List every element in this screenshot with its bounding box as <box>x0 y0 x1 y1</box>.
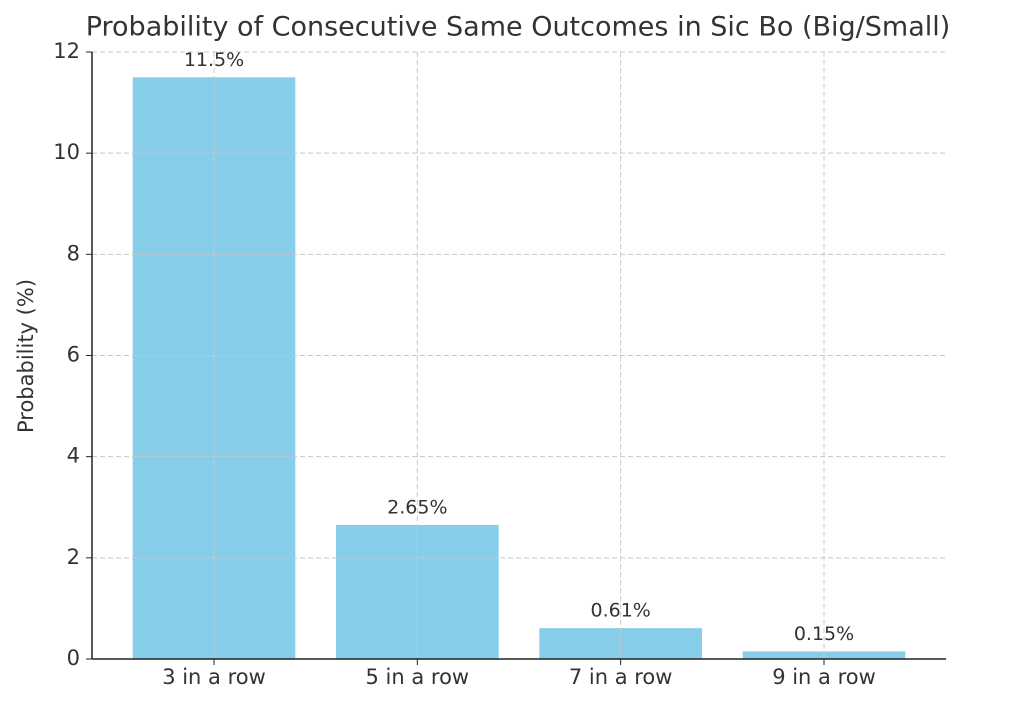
value-label: 0.61% <box>590 600 650 622</box>
x-tick-label: 5 in a row <box>366 665 470 689</box>
y-axis-label: Probability (%) <box>14 279 38 433</box>
x-tick-label: 9 in a row <box>772 665 876 689</box>
y-tick-label: 0 <box>67 646 80 670</box>
y-tick-label: 12 <box>53 39 80 63</box>
y-tick-label: 10 <box>53 140 80 164</box>
value-label: 2.65% <box>387 496 447 518</box>
y-tick-label: 4 <box>67 444 80 468</box>
y-tick-label: 6 <box>67 343 80 367</box>
value-label: 0.15% <box>794 623 854 645</box>
x-tick-label: 3 in a row <box>162 665 266 689</box>
value-label: 11.5% <box>184 49 244 71</box>
y-tick-label: 8 <box>67 241 80 265</box>
chart-title: Probability of Consecutive Same Outcomes… <box>86 12 951 43</box>
y-tick-label: 2 <box>67 545 80 569</box>
x-tick-label: 7 in a row <box>569 665 673 689</box>
